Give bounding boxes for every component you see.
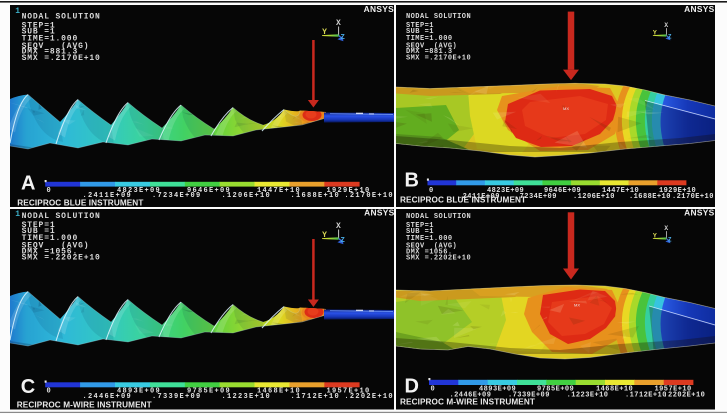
svg-text:.7339E+09: .7339E+09 [152,393,202,401]
svg-text:9646E+09: 9646E+09 [544,187,581,195]
svg-text:MX: MX [574,303,580,308]
svg-text:SUB =1: SUB =1 [22,227,56,236]
svg-text:TIME=1.000: TIME=1.000 [406,35,453,43]
svg-text:.2170E+10: .2170E+10 [344,192,394,200]
svg-text:A: A [21,173,35,195]
svg-text:.7234E+09: .7234E+09 [152,192,202,200]
svg-text:NODAL SOLUTION: NODAL SOLUTION [22,12,101,21]
svg-text:X: X [664,225,668,232]
svg-text:STEP=1: STEP=1 [22,21,56,30]
svg-text:4823E+09: 4823E+09 [487,187,524,195]
svg-text:.2202E+10: .2202E+10 [344,393,394,401]
svg-text:ANSYS: ANSYS [684,4,714,14]
svg-text:.2446E+09: .2446E+09 [450,391,492,399]
svg-text:NODAL SOLUTION: NODAL SOLUTION [22,212,101,221]
svg-text:4823E+09: 4823E+09 [117,187,161,195]
svg-text:9785E+09: 9785E+09 [537,386,574,394]
svg-text:4893E+09: 4893E+09 [117,387,161,395]
svg-text:4893E+09: 4893E+09 [479,386,516,394]
svg-text:Z: Z [668,33,672,40]
svg-text:.7234E+09: .7234E+09 [515,193,557,201]
svg-text:Z: Z [340,237,345,245]
svg-text:TIME=1.000: TIME=1.000 [22,34,79,43]
svg-text:STEP=1: STEP=1 [406,22,434,30]
svg-text:Y: Y [653,232,657,239]
svg-text:SMX =.2170E+10: SMX =.2170E+10 [22,54,101,63]
svg-text:.1688E+10: .1688E+10 [629,193,671,201]
svg-text:ANSYS: ANSYS [364,4,394,14]
svg-text:NODAL SOLUTION: NODAL SOLUTION [406,213,471,221]
svg-text:.2411E+09: .2411E+09 [458,193,500,201]
svg-text:.7339E+09: .7339E+09 [508,391,550,399]
svg-text:1468E+10: 1468E+10 [596,386,633,394]
svg-text:MX: MX [563,106,569,111]
svg-text:X: X [336,19,341,28]
svg-text:ANSYS: ANSYS [684,207,714,217]
svg-text:.1206E+10: .1206E+10 [573,193,615,201]
svg-text:0: 0 [47,187,53,195]
svg-text:DMX =1056.: DMX =1056. [22,247,79,256]
svg-text:X: X [664,22,668,29]
svg-text:1929E+10: 1929E+10 [659,187,696,195]
svg-text:0: 0 [431,386,436,394]
svg-text:.1223E+10: .1223E+10 [567,391,609,399]
svg-text:SMX =.2170E+10: SMX =.2170E+10 [406,55,471,63]
svg-text:C: C [21,376,35,398]
svg-text:1468E+10: 1468E+10 [257,387,301,395]
svg-text:SEQV (AVG): SEQV (AVG) [406,42,457,50]
svg-text:1447E+10: 1447E+10 [602,187,639,195]
svg-text:.1206E+10: .1206E+10 [222,192,272,200]
svg-text:1447E+10: 1447E+10 [257,187,301,195]
svg-text:Y: Y [322,28,327,37]
svg-text:RECIPROC BLUE INSTRUMENT: RECIPROC BLUE INSTRUMENT [400,195,526,204]
svg-text:TIME=1.000: TIME=1.000 [406,235,453,243]
svg-text:1957E+10: 1957E+10 [655,386,692,394]
svg-text:ANSYS: ANSYS [364,207,394,217]
svg-text:SMX =.2202E+10: SMX =.2202E+10 [406,255,471,263]
svg-text:9646E+09: 9646E+09 [187,187,231,195]
svg-text:STEP=1: STEP=1 [406,222,434,230]
svg-text:Y: Y [653,29,657,36]
svg-text:DMX =1056.: DMX =1056. [406,248,453,256]
svg-text:Y: Y [322,231,327,240]
svg-text:1: 1 [15,7,20,16]
svg-text:X: X [336,222,341,231]
svg-text:TIME=1.000: TIME=1.000 [22,234,79,243]
svg-text:1957E+10: 1957E+10 [327,387,371,395]
svg-text:D: D [405,376,419,398]
svg-text:.2446E+09: .2446E+09 [83,393,133,401]
svg-text:SMX =.2202E+10: SMX =.2202E+10 [22,254,101,263]
svg-text:.1712E+10: .1712E+10 [625,391,667,399]
svg-text:Z: Z [340,34,345,42]
svg-text:B: B [405,170,419,192]
svg-text:0: 0 [429,187,434,195]
svg-text:.2170E+10: .2170E+10 [672,193,714,201]
svg-text:RECIPROC M-WIRE INSTRUMENT: RECIPROC M-WIRE INSTRUMENT [17,401,152,410]
svg-text:SEQV (AVG): SEQV (AVG) [406,242,457,250]
svg-text:RECIPROC BLUE INSTRUMENT: RECIPROC BLUE INSTRUMENT [17,198,143,207]
svg-text:SUB =1: SUB =1 [22,28,56,37]
svg-text:.1712E+10: .1712E+10 [291,393,341,401]
svg-text:9785E+09: 9785E+09 [187,387,231,395]
svg-text:SEQV (AVG): SEQV (AVG) [22,42,90,51]
svg-text:NODAL SOLUTION: NODAL SOLUTION [406,13,471,21]
svg-text:SUB =1: SUB =1 [406,28,434,36]
svg-text:STEP=1: STEP=1 [22,221,56,230]
svg-text:1: 1 [15,210,20,219]
svg-text:0: 0 [47,387,53,395]
svg-text:.1223E+10: .1223E+10 [222,393,272,401]
svg-text:.2411E+09: .2411E+09 [83,192,133,200]
svg-text:DMX =881.3: DMX =881.3 [406,48,453,56]
svg-text:1929E+10: 1929E+10 [327,187,371,195]
svg-text:.1688E+10: .1688E+10 [291,192,341,200]
svg-text:SUB =1: SUB =1 [406,228,434,236]
svg-text:DMX =881.3: DMX =881.3 [22,48,79,57]
svg-text:RECIPROC M-WIRE INSTRUMENT: RECIPROC M-WIRE INSTRUMENT [400,398,535,407]
svg-text:Z: Z [668,236,672,243]
svg-text:.2202E+10: .2202E+10 [663,391,705,399]
svg-text:SEQV (AVG): SEQV (AVG) [22,241,90,250]
